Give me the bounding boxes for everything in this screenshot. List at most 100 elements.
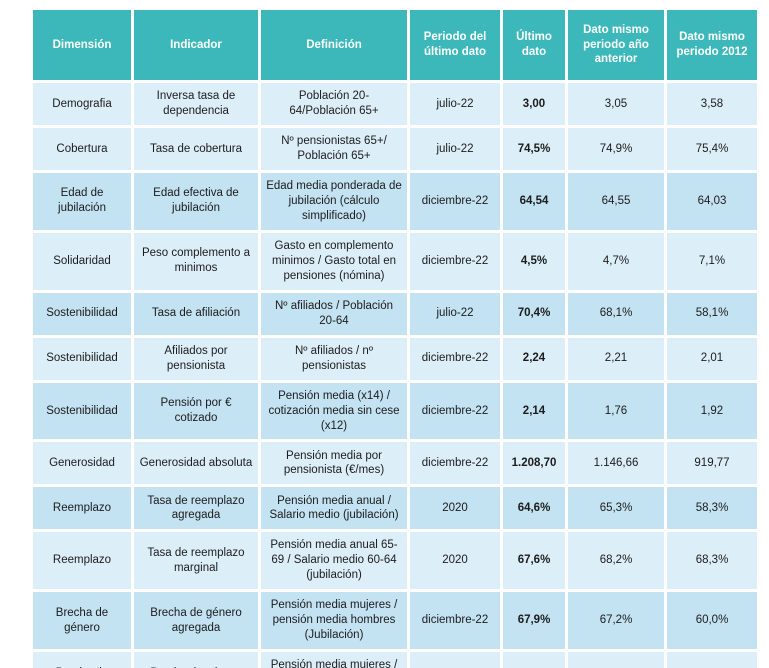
cell-dimension: Generosidad xyxy=(33,442,131,485)
pension-indicators-table: Dimensión Indicador Definición Periodo d… xyxy=(30,7,760,668)
cell-dimension: Solidaridad xyxy=(33,232,131,290)
cell-indicador: Brecha de género agregada xyxy=(134,592,258,650)
table-row: Sostenibilidad Tasa de afiliación Nº afili… xyxy=(33,292,757,335)
cell-dimension: Reemplazo xyxy=(33,487,131,530)
table-row: Generosidad Generosidad absoluta Pensión m… xyxy=(33,442,757,485)
cell-definicion: Pensión media mujeres / pensión media ho… xyxy=(261,592,407,650)
table-row: Cobertura Tasa de cobertura Nº pensionista… xyxy=(33,128,757,170)
cell-periodo-2012: 70,9% xyxy=(667,652,757,668)
cell-periodo-2012: 58,3% xyxy=(667,487,757,530)
cell-ultimo-dato: 74,5% xyxy=(503,128,565,170)
cell-periodo-2012: 60,0% xyxy=(667,592,757,650)
cell-periodo: diciembre-22 xyxy=(410,337,500,380)
cell-ultimo-dato: 67,9% xyxy=(503,592,565,650)
cell-ano-anterior: 68,1% xyxy=(568,292,664,335)
cell-periodo-2012: 68,3% xyxy=(667,532,757,590)
cell-periodo-2012: 64,03 xyxy=(667,173,757,230)
cell-indicador: Tasa de reemplazo marginal xyxy=(134,532,258,590)
cell-periodo: julio-22 xyxy=(410,83,500,125)
cell-definicion: Población 20-64/Población 65+ xyxy=(261,83,407,125)
cell-periodo: diciembre-22 xyxy=(410,652,500,668)
cell-ultimo-dato: 64,6% xyxy=(503,487,565,530)
column-header-ano-anterior: Dato mismo periodo año anterior xyxy=(568,10,664,80)
header-row: Dimensión Indicador Definición Periodo d… xyxy=(33,10,757,80)
cell-ano-anterior: 64,55 xyxy=(568,173,664,230)
column-header-periodo-2012: Dato mismo periodo 2012 xyxy=(667,10,757,80)
cell-definicion: Pensión media (x14) / cotización media s… xyxy=(261,382,407,440)
cell-definicion: Pensión media por pensionista (€/mes) xyxy=(261,442,407,485)
column-header-indicador: Indicador xyxy=(134,10,258,80)
cell-ano-anterior: 68,2% xyxy=(568,532,664,590)
cell-dimension: Sostenibilidad xyxy=(33,337,131,380)
cell-ano-anterior: 81,3% xyxy=(568,652,664,668)
cell-ano-anterior: 1,76 xyxy=(568,382,664,440)
table-header: Dimensión Indicador Definición Periodo d… xyxy=(33,10,757,80)
cell-indicador: Tasa de afiliación xyxy=(134,292,258,335)
cell-indicador: Peso complemento a minimos xyxy=(134,232,258,290)
cell-definicion: Edad media ponderada de jubilación (cálc… xyxy=(261,173,407,230)
cell-ultimo-dato: 3,00 xyxy=(503,83,565,125)
cell-ultimo-dato: 1.208,70 xyxy=(503,442,565,485)
cell-periodo: diciembre-22 xyxy=(410,173,500,230)
cell-ultimo-dato: 2,14 xyxy=(503,382,565,440)
cell-periodo: 2020 xyxy=(410,487,500,530)
cell-dimension: Brecha de género xyxy=(33,592,131,650)
cell-definicion: Nº afiliados / Población 20-64 xyxy=(261,292,407,335)
column-header-ultimo-dato: Último dato xyxy=(503,10,565,80)
cell-ano-anterior: 65,3% xyxy=(568,487,664,530)
cell-dimension: Sostenibilidad xyxy=(33,292,131,335)
table-row: Reemplazo Tasa de reemplazo agregada Pensi… xyxy=(33,487,757,530)
cell-periodo-2012: 2,01 xyxy=(667,337,757,380)
cell-periodo-2012: 58,1% xyxy=(667,292,757,335)
table-row: Demografia Inversa tasa de dependencia Pob… xyxy=(33,83,757,125)
cell-indicador: Edad efectiva de jubilación xyxy=(134,173,258,230)
cell-ultimo-dato: 64,54 xyxy=(503,173,565,230)
cell-ultimo-dato: 67,6% xyxy=(503,532,565,590)
cell-indicador: Tasa de reemplazo agregada xyxy=(134,487,258,530)
cell-dimension: Reemplazo xyxy=(33,532,131,590)
cell-definicion: Pensión media anual 65-69 / Salario medi… xyxy=(261,532,407,590)
cell-periodo: 2020 xyxy=(410,532,500,590)
cell-indicador: Pensión por € cotizado xyxy=(134,382,258,440)
cell-ultimo-dato: 2,24 xyxy=(503,337,565,380)
cell-periodo-2012: 3,58 xyxy=(667,83,757,125)
table-row: Solidaridad Peso complemento a minimos Gas… xyxy=(33,232,757,290)
cell-ano-anterior: 2,21 xyxy=(568,337,664,380)
cell-definicion: Pensión media mujeres / pensión media ho… xyxy=(261,652,407,668)
cell-periodo: julio-22 xyxy=(410,292,500,335)
cell-definicion: Nº pensionistas 65+/ Población 65+ xyxy=(261,128,407,170)
cell-dimension: Edad de jubilación xyxy=(33,173,131,230)
cell-dimension: Demografia xyxy=(33,83,131,125)
cell-ano-anterior: 74,9% xyxy=(568,128,664,170)
cell-ano-anterior: 3,05 xyxy=(568,83,664,125)
cell-ano-anterior: 67,2% xyxy=(568,592,664,650)
cell-ano-anterior: 1.146,66 xyxy=(568,442,664,485)
table-row: Sostenibilidad Pensión por € cotizado Pens… xyxy=(33,382,757,440)
cell-dimension: Sostenibilidad xyxy=(33,382,131,440)
cell-ultimo-dato: 70,4% xyxy=(503,292,565,335)
column-header-definicion: Definición xyxy=(261,10,407,80)
cell-periodo: diciembre-22 xyxy=(410,232,500,290)
cell-dimension: Cobertura xyxy=(33,128,131,170)
cell-ultimo-dato: 81,8% xyxy=(503,652,565,668)
cell-definicion: Gasto en complemento minimos / Gasto tot… xyxy=(261,232,407,290)
cell-periodo: julio-22 xyxy=(410,128,500,170)
cell-periodo-2012: 7,1% xyxy=(667,232,757,290)
cell-indicador: Generosidad absoluta xyxy=(134,442,258,485)
column-header-dimension: Dimensión xyxy=(33,10,131,80)
column-header-periodo: Periodo del último dato xyxy=(410,10,500,80)
table-body: Demografia Inversa tasa de dependencia Pob… xyxy=(33,83,757,668)
cell-periodo-2012: 1,92 xyxy=(667,382,757,440)
cell-indicador: Tasa de cobertura xyxy=(134,128,258,170)
cell-periodo-2012: 75,4% xyxy=(667,128,757,170)
cell-periodo: diciembre-22 xyxy=(410,592,500,650)
table-row: Sostenibilidad Afiliados por pensionista N… xyxy=(33,337,757,380)
cell-indicador: Inversa tasa de dependencia xyxy=(134,83,258,125)
cell-periodo-2012: 919,77 xyxy=(667,442,757,485)
cell-definicion: Nº afiliados / nº pensionistas xyxy=(261,337,407,380)
cell-periodo: diciembre-22 xyxy=(410,442,500,485)
cell-dimension: Brecha de género xyxy=(33,652,131,668)
cell-definicion: Pensión media anual / Salario medio (jub… xyxy=(261,487,407,530)
